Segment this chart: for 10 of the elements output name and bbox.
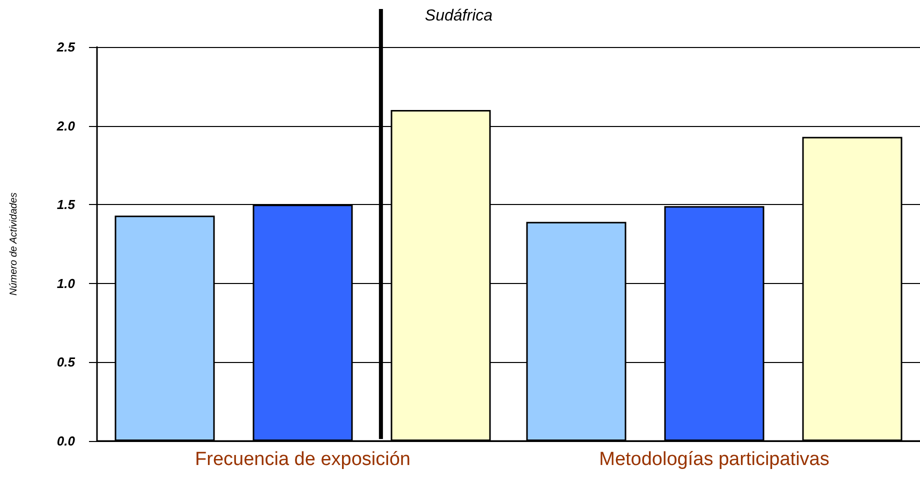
- x-tick-label: Metodologías participativas: [599, 449, 830, 470]
- y-tick-label: 0.0: [56, 434, 76, 448]
- y-tick-label: 2.0: [56, 118, 76, 134]
- y-tick-label: 1.5: [56, 197, 76, 212]
- ref-line-label: Sudáfrica: [424, 8, 493, 24]
- y-axis-title: Número de Actividades: [8, 192, 20, 296]
- x-tick-label: Frecuencia de exposición: [195, 449, 410, 470]
- y-tick-label: 0.5: [56, 354, 76, 370]
- y-tick-label: 2.5: [56, 40, 76, 54]
- y-tick-label: 1.0: [56, 276, 76, 291]
